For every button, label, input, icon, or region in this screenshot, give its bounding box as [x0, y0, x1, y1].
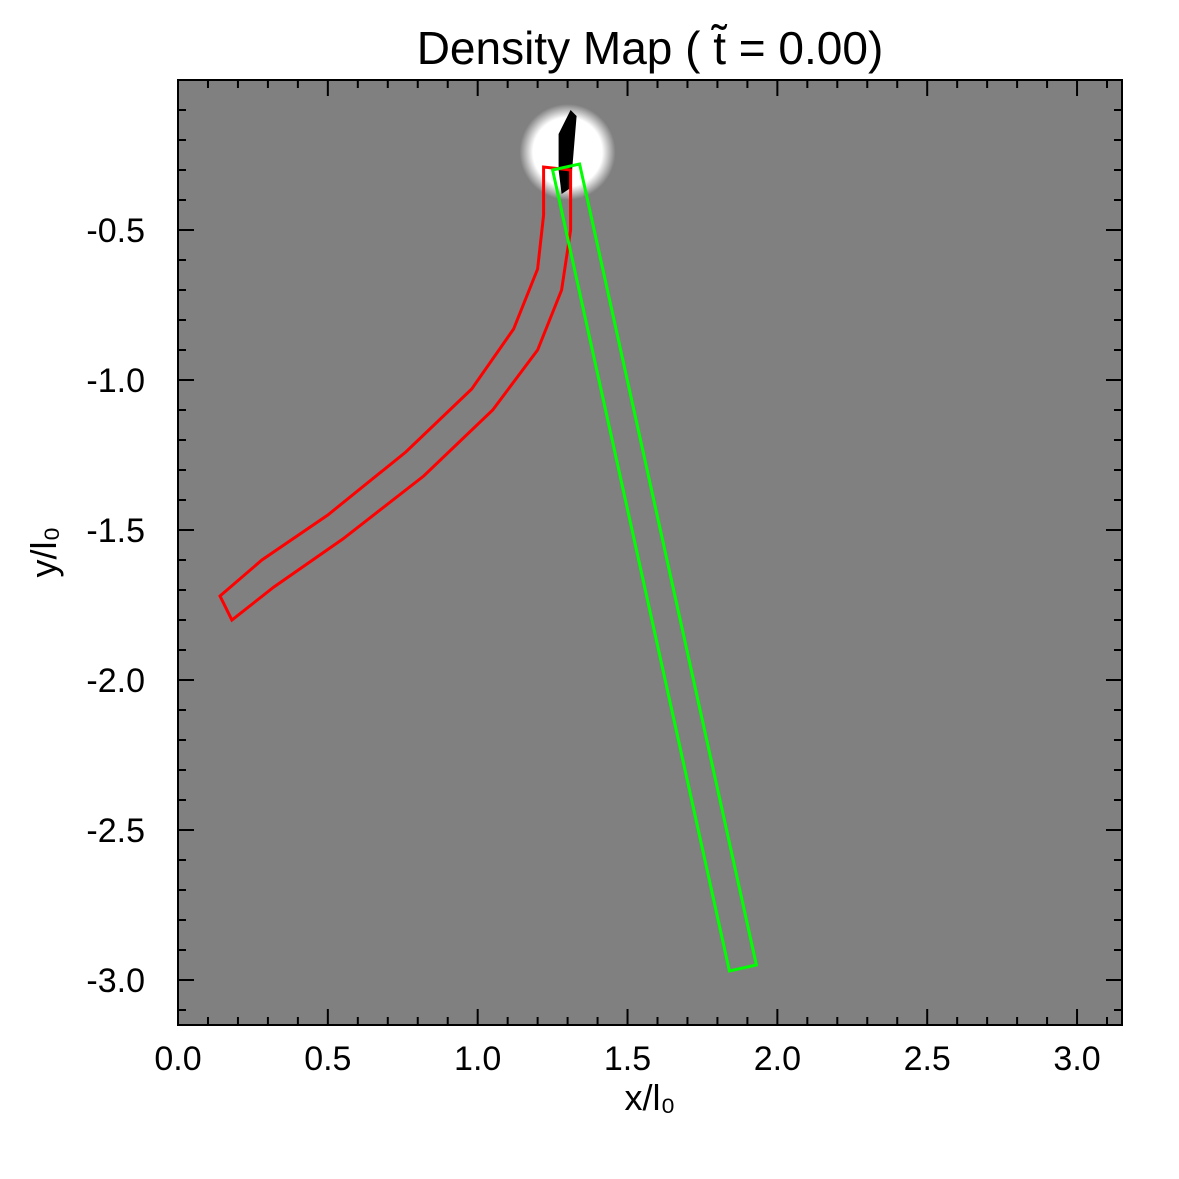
y-tick-label: -0.5: [86, 212, 145, 250]
green-straight-region: [550, 162, 759, 973]
x-tick-label: 2.5: [904, 1040, 951, 1078]
plot-frame: [177, 79, 1123, 1026]
red-curved-region: [218, 165, 573, 623]
density-background: [178, 80, 1122, 1025]
y-axis: -0.5 -1.0 -1.5 -2.0 -2.5 -3.0: [86, 79, 1122, 1011]
y-axis-label: y/l₀: [23, 527, 64, 578]
x-tick-label: 1.5: [604, 1040, 651, 1078]
x-axis-label: x/l₀: [625, 1077, 676, 1118]
x-tick-label: 2.0: [754, 1040, 801, 1078]
chart-title: Density Map ( t̃ = 0.00): [417, 22, 884, 74]
y-tick-label: -2.0: [86, 662, 145, 700]
y-tick-label: -3.0: [86, 962, 145, 1000]
x-tick-label: 1.0: [454, 1040, 501, 1078]
y-tick-label: -1.0: [86, 362, 145, 400]
x-axis: 0.0 0.5 1.0 1.5 2.0 2.5 3.0: [154, 80, 1109, 1078]
dark-streak: [558, 110, 577, 194]
y-tick-label: -1.5: [86, 512, 145, 550]
x-tick-label: 0.5: [304, 1040, 351, 1078]
x-tick-label: 3.0: [1053, 1040, 1100, 1078]
y-tick-label: -2.5: [86, 812, 145, 850]
x-tick-label: 0.0: [154, 1040, 201, 1078]
plot-area: [177, 79, 1123, 1026]
